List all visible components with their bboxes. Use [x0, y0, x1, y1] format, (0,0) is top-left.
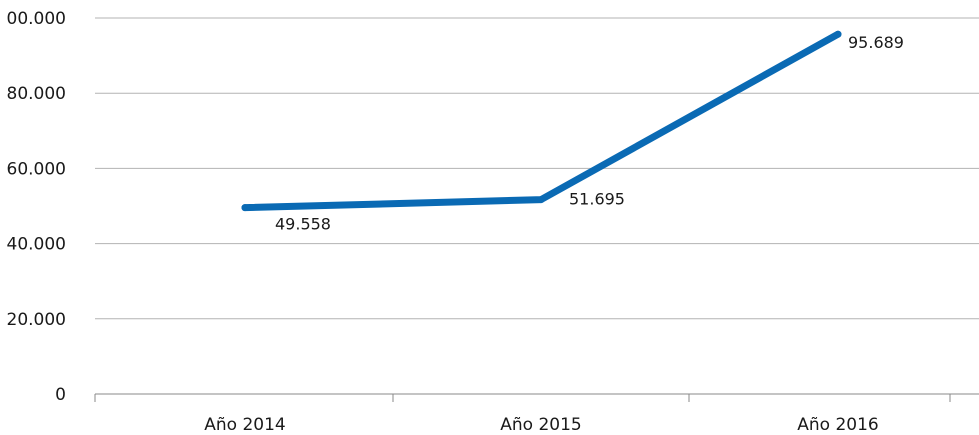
y-axis-tick-labels: 0 20.000 40.000 60.000 80.000 00.000 [7, 9, 66, 405]
data-label: 51.695 [569, 190, 625, 209]
data-point [537, 196, 545, 204]
y-tick-label: 20.000 [7, 310, 66, 330]
x-axis-tick-labels: Año 2014 Año 2015 Año 2016 [204, 415, 878, 435]
data-labels: 49.558 51.695 95.689 [275, 33, 904, 233]
data-label: 49.558 [275, 215, 331, 234]
data-point [241, 204, 249, 212]
x-axis [94, 393, 979, 402]
y-tick-label: 0 [55, 385, 66, 405]
x-tick-label: Año 2015 [500, 415, 581, 435]
grid-lines [95, 17, 979, 320]
data-label: 95.689 [848, 33, 904, 52]
y-tick-label: 00.000 [7, 9, 66, 29]
series-layer [241, 30, 842, 212]
y-tick-label: 60.000 [7, 159, 66, 179]
x-tick-label: Año 2014 [204, 415, 285, 435]
series-line [241, 30, 842, 212]
y-tick-label: 80.000 [7, 84, 66, 104]
y-tick-label: 40.000 [7, 235, 66, 255]
data-point [834, 30, 842, 38]
x-tick-label: Año 2016 [797, 415, 878, 435]
